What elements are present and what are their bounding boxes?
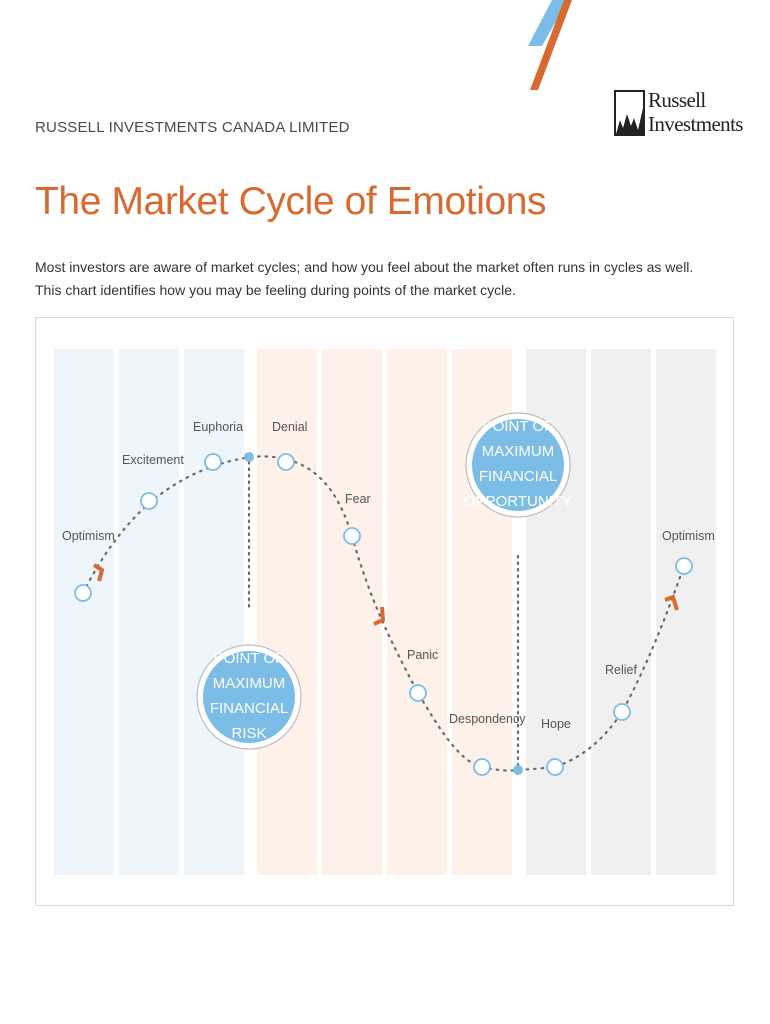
decorative-stripes	[528, 0, 572, 90]
stage-label: Denial	[272, 420, 307, 434]
max-opportunity-callout-text: MAXIMUM	[482, 443, 555, 460]
chevron-up-icon	[92, 563, 105, 582]
trough-dot	[513, 765, 523, 775]
stage-marker	[613, 703, 631, 721]
max-risk-callout-circle	[203, 651, 295, 743]
stage-label: Relief	[605, 663, 637, 677]
max-risk-callout-text: FINANCIAL	[210, 700, 288, 717]
russell-logo: Russell Investments	[614, 88, 743, 140]
stage-marker	[546, 758, 564, 776]
max-opportunity-callout-circle	[472, 419, 564, 511]
stage-marker	[204, 453, 222, 471]
logo-word-2: Investments	[648, 112, 743, 136]
stage-label: Hope	[541, 717, 571, 731]
band-10	[656, 349, 716, 875]
band-2	[119, 349, 179, 875]
max-opportunity-callout-text: FINANCIAL	[479, 468, 557, 485]
intro-line-2: This chart identifies how you may be fee…	[35, 282, 516, 298]
stage-marker	[675, 557, 693, 575]
max-risk-callout-text: MAXIMUM	[213, 675, 286, 692]
blue-stripe	[528, 0, 568, 46]
stage-label: Despondency	[449, 712, 526, 726]
band-5	[322, 349, 382, 875]
company-name: RUSSELL INVESTMENTS CANADA LIMITED	[35, 119, 350, 136]
stage-marker	[409, 684, 427, 702]
stage-label: Optimism	[62, 529, 115, 543]
peak-dot	[244, 452, 254, 462]
stage-marker	[277, 453, 295, 471]
band-4	[257, 349, 317, 875]
stage-marker	[473, 758, 491, 776]
max-risk-callout-text: POINT OF	[214, 650, 285, 667]
stage-marker	[74, 584, 92, 602]
logo-word-1: Russell	[648, 88, 706, 112]
page-title: The Market Cycle of Emotions	[35, 180, 547, 223]
max-opportunity-callout-text: POINT OF	[483, 418, 554, 435]
intro-text: Most investors are aware of market cycle…	[35, 256, 735, 302]
stage-label: Excitement	[122, 453, 184, 467]
logo-mark-icon	[614, 90, 645, 136]
max-risk-callout-text: RISK	[231, 725, 266, 742]
stage-label: Panic	[407, 648, 438, 662]
band-3	[184, 349, 244, 875]
band-6	[387, 349, 447, 875]
chevron-up-icon	[664, 594, 679, 611]
stage-label: Fear	[345, 492, 371, 506]
band-1	[54, 349, 114, 875]
intro-line-1: Most investors are aware of market cycle…	[35, 259, 694, 275]
stage-label: Euphoria	[193, 420, 243, 434]
max-opportunity-callout-text: OPPORTUNITY	[464, 493, 572, 510]
cycle-chart-frame	[35, 317, 734, 906]
stage-label: Optimism	[662, 529, 715, 543]
stage-marker	[343, 527, 361, 545]
chevron-down-icon	[373, 606, 386, 626]
stage-marker	[140, 492, 158, 510]
orange-stripe	[530, 0, 572, 90]
band-9	[591, 349, 651, 875]
